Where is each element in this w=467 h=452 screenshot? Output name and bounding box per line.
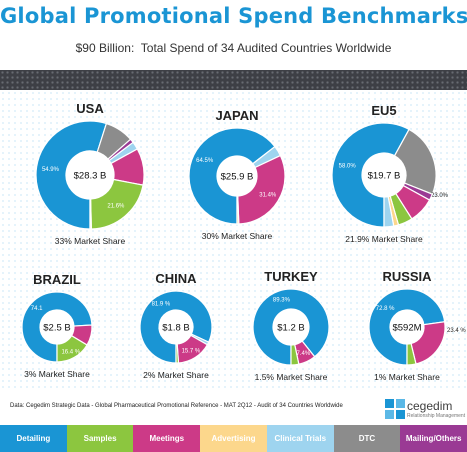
donut-hole	[362, 153, 406, 197]
slice-label: 72.8 %	[376, 306, 395, 312]
donut-hole	[159, 310, 193, 344]
total-value: $28.3 B	[74, 171, 107, 182]
total-value: $25.9 B	[221, 172, 254, 183]
donut-hole	[390, 310, 424, 344]
country-name: RUSSIA	[382, 269, 432, 284]
donut-hole	[66, 151, 114, 199]
slice-label: 31.4%	[259, 193, 277, 199]
donut-brazil: 74.1 16.4 % $2.5 B BRAZIL 3% Market Share	[21, 272, 93, 379]
slice-label: 21.6%	[107, 203, 125, 209]
slice-detailing	[188, 127, 276, 225]
total-value: $2.5 B	[43, 323, 70, 334]
logo-tagline: Relationship Management	[407, 413, 466, 419]
slice-label: 15.7 %	[182, 349, 201, 355]
page-subtitle: $90 Billion: Total Spend of 34 Audited C…	[75, 41, 392, 55]
country-name: BRAZIL	[33, 272, 81, 287]
market-share: 30% Market Share	[202, 231, 273, 241]
legend-dtc: DTC	[333, 425, 401, 452]
slice-label: 7.4%	[297, 351, 311, 357]
logo-icon	[385, 399, 405, 419]
slice-detailing	[35, 120, 108, 230]
slice-label: 81.9 %	[152, 301, 171, 307]
country-name: USA	[76, 101, 104, 116]
legend-meetings: Meetings	[133, 425, 201, 452]
donut-hole	[217, 156, 257, 196]
total-value: $592M	[392, 323, 421, 334]
slice-label: 89.3%	[273, 298, 291, 304]
divider-band	[0, 70, 467, 90]
slice-label: 64.5%	[196, 158, 214, 164]
legend-clinical-trials: Clinical Trials	[266, 425, 334, 452]
slice-advertising	[89, 198, 92, 230]
logo-name: cegedim	[407, 399, 453, 413]
slice-samples	[290, 343, 300, 366]
market-share: 2% Market Share	[143, 370, 209, 380]
slice-meetings	[237, 154, 286, 225]
slice-label: 58.0%	[339, 164, 357, 170]
total-value: $1.8 B	[162, 323, 189, 334]
market-share: 1% Market Share	[374, 372, 440, 382]
slice-advertising	[236, 195, 240, 225]
slice-label: 16.4 %	[61, 349, 80, 355]
market-share: 1.5% Market Share	[255, 372, 328, 382]
donut-hole	[273, 309, 309, 345]
country-name: CHINA	[155, 271, 197, 286]
source-note: Data: Cegedim Strategic Data - Global Ph…	[10, 403, 343, 409]
legend-detailing: Detailing	[0, 425, 67, 452]
slice-label: 23.0%	[431, 193, 449, 199]
slice-detailing	[21, 291, 93, 363]
market-share: 3% Market Share	[24, 369, 90, 379]
donut-turkey: 89.3% 7.4% $1.2 B TURKEY 1.5% Market Share	[252, 269, 330, 382]
slice-detailing	[331, 122, 410, 228]
donut-hole	[40, 310, 74, 344]
legend-mailing-others: Mailing/Others	[400, 425, 467, 452]
legend-samples: Samples	[66, 425, 134, 452]
donut-japan: 64.5% 31.4% $25.9 B JAPAN 30% Market Share	[188, 108, 286, 241]
total-value: $1.2 B	[277, 323, 304, 334]
country-name: EU5	[371, 103, 396, 118]
slice-samples	[175, 343, 180, 364]
legend-advertising: Advertising	[200, 425, 267, 452]
slice-detailing	[252, 288, 330, 366]
slice-detailing	[368, 288, 446, 366]
market-share: 33% Market Share	[55, 236, 126, 246]
country-name: TURKEY	[264, 269, 318, 284]
slice-clinical-trials	[383, 195, 395, 228]
donut-china: 81.9 % 15.7 % $1.8 B CHINA 2% Market Share	[139, 271, 213, 380]
country-name: JAPAN	[215, 108, 258, 123]
donut-eu5: 58.0% 23.0% $19.7 B EU5 21.9% Market Share	[331, 103, 449, 244]
page-title: Global Promotional Spend Benchmarks	[0, 4, 467, 28]
slice-detailing	[139, 290, 213, 364]
slice-label: 54.9%	[42, 167, 60, 173]
market-share: 21.9% Market Share	[345, 234, 423, 244]
slice-samples	[56, 334, 88, 363]
slice-label: 23.4 %	[447, 328, 466, 334]
donut-usa: 54.9% 21.6% $28.3 B USA 33% Market Share	[35, 101, 145, 246]
total-value: $19.7 B	[368, 171, 401, 182]
category-legend: Detailing Samples Meetings Advertising Clini…	[0, 425, 467, 452]
slice-samples	[406, 342, 417, 366]
slice-label: 74.1	[31, 306, 43, 312]
cegedim-logo: cegedim Relationship Management	[385, 398, 465, 422]
donut-russia: 72.8 % 23.4 % $592M RUSSIA 1% Market Share	[368, 269, 466, 382]
